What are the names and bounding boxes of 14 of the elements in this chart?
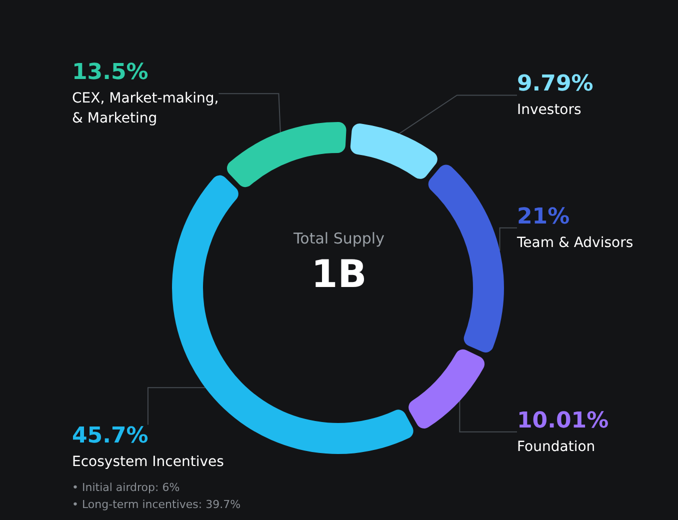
data-label: 45.7% [72,423,148,448]
data-label: 21% [517,204,570,230]
slice-label: CEX, Market-making, & Marketing [72,90,219,127]
text: Total Supply [292,230,385,248]
slice-label: Team & Advisors [516,234,634,251]
text: • Long-term incentives: 39.7% [72,498,241,511]
data-label: 10.01% [517,408,609,434]
slice-label: Ecosystem Incentives [72,454,224,470]
text: • Initial airdrop: 6% [72,481,180,494]
slice-label: Investors [517,102,582,118]
slice-label: Foundation [517,438,596,455]
text: 1B [311,252,367,296]
data-label: 13.5% [72,60,148,86]
data-label: 9.79% [517,72,594,97]
